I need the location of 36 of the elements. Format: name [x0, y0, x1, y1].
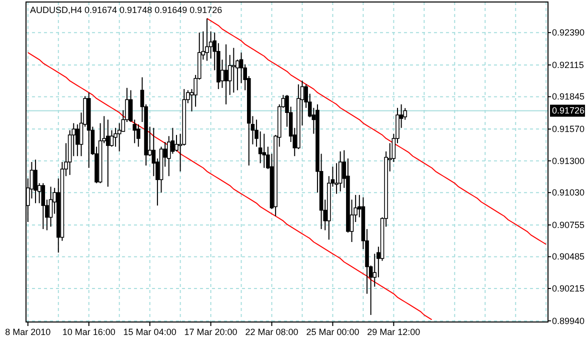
line-series: [206, 18, 547, 245]
candlestick: [76, 124, 80, 157]
candlestick: [258, 130, 262, 164]
candlestick: [205, 18, 209, 62]
y-tick-label: 0.91300: [552, 156, 585, 166]
candlestick: [110, 130, 114, 148]
y-tick-label: 0.90215: [552, 283, 585, 294]
x-tick-label: 15 Mar 04:00: [123, 327, 176, 337]
candlestick: [41, 182, 46, 230]
x-tick-label: 10 Mar 16:00: [62, 327, 116, 337]
candlestick: [224, 44, 228, 105]
y-tick-label: 0.91570: [552, 124, 585, 134]
x-tick-label: 22 Mar 08:00: [245, 327, 298, 337]
x-tick-label: 8 Mar 2010: [5, 327, 51, 337]
x-tick-label: 29 Mar 12:00: [367, 327, 420, 337]
candlestick: [48, 186, 53, 228]
y-tick-label: 0.91030: [552, 188, 585, 198]
ref-line-label: 0.91726: [552, 106, 585, 116]
y-tick-label: 0.89940: [552, 316, 585, 326]
y-tick-label: 0.91845: [552, 92, 585, 102]
x-tick-label: 25 Mar 00:00: [306, 327, 360, 337]
candlestick: [106, 119, 110, 188]
y-tick-label: 0.90485: [552, 252, 585, 262]
candlestick: [117, 122, 122, 152]
line-series: [27, 52, 432, 320]
candlestick: [114, 127, 118, 148]
y-tick-label: 0.92390: [552, 28, 585, 38]
candlestick: [232, 47, 236, 94]
candlestick: [338, 150, 342, 192]
y-tick-label: 0.90755: [552, 220, 585, 230]
candlestick: [262, 133, 266, 168]
chart-title: AUDUSD,H4 0.91674 0.91748 0.91649 0.91726: [30, 5, 222, 15]
candlestick: [136, 124, 140, 148]
candlestick: [34, 159, 38, 204]
y-tick-label: 0.92115: [552, 60, 584, 70]
x-tick-label: 17 Mar 20:00: [184, 327, 238, 337]
